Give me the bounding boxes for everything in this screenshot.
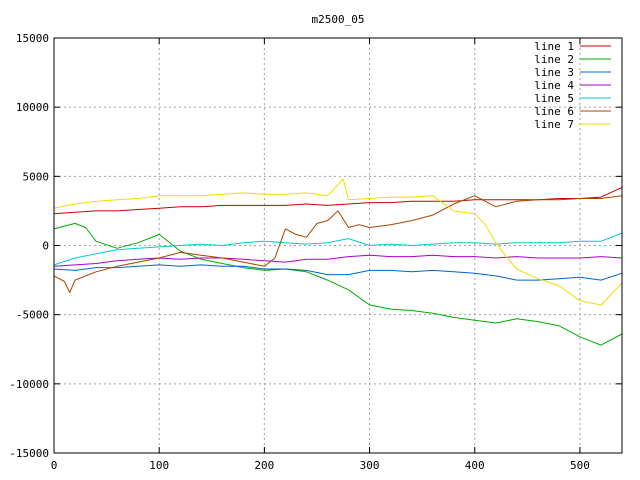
grid bbox=[54, 38, 622, 453]
legend-label: line 6 bbox=[534, 105, 574, 118]
x-tick-label: 400 bbox=[465, 459, 485, 472]
legend-label: line 1 bbox=[534, 40, 574, 53]
y-tick-label: -5000 bbox=[16, 309, 49, 322]
x-tick-label: 200 bbox=[254, 459, 274, 472]
series-line-3 bbox=[53, 264, 623, 281]
legend-label: line 2 bbox=[534, 53, 574, 66]
series-line-7 bbox=[53, 178, 623, 306]
y-tick-label: 5000 bbox=[23, 170, 50, 183]
series-line-5 bbox=[53, 232, 623, 266]
series-line-6 bbox=[53, 195, 623, 293]
legend-label: line 3 bbox=[534, 66, 574, 79]
y-tick-label: 15000 bbox=[16, 32, 49, 45]
axis-ticks: 0 100 200 300 400 500 -15000 -10000 -5000 0 5000 10… bbox=[9, 32, 622, 472]
x-tick-label: 300 bbox=[360, 459, 380, 472]
y-tick-label: 0 bbox=[42, 240, 49, 253]
x-tick-label: 500 bbox=[570, 459, 590, 472]
series-line-4 bbox=[53, 254, 623, 267]
series-group bbox=[53, 178, 623, 346]
series-line-2 bbox=[53, 222, 623, 346]
legend-label: line 5 bbox=[534, 92, 574, 105]
y-tick-label: 10000 bbox=[16, 101, 49, 114]
series-line-1 bbox=[53, 186, 623, 215]
x-tick-label: 0 bbox=[51, 459, 58, 472]
y-tick-label: -15000 bbox=[9, 447, 49, 460]
x-tick-label: 100 bbox=[149, 459, 169, 472]
legend-label: line 7 bbox=[534, 118, 574, 131]
chart-title: m2500_05 bbox=[312, 13, 365, 26]
y-tick-label: -10000 bbox=[9, 378, 49, 391]
legend-label: line 4 bbox=[534, 79, 574, 92]
